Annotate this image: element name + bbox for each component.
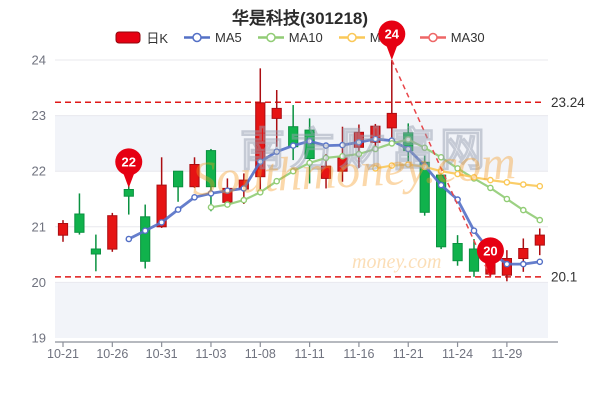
svg-text:20: 20 bbox=[483, 243, 497, 258]
y-tick-label: 19 bbox=[32, 331, 46, 346]
line-swatch-icon bbox=[257, 32, 284, 43]
y-tick-label: 20 bbox=[32, 275, 46, 290]
candle bbox=[205, 150, 217, 188]
max-min-trend-line bbox=[391, 59, 492, 278]
y-axis: 24 23 22 21 20 19 bbox=[32, 53, 46, 346]
candle bbox=[288, 126, 299, 148]
y-tick-label: 23 bbox=[32, 108, 46, 123]
candle bbox=[320, 165, 332, 179]
candle bbox=[156, 184, 167, 228]
legend-item-ma30[interactable]: MA30 bbox=[419, 30, 485, 45]
x-axis: 10-21 10-26 10-31 11-03 11-08 11-11 11-16 11-21… bbox=[47, 341, 558, 361]
svg-text:22: 22 bbox=[122, 154, 136, 169]
x-tick-label: 10-21 bbox=[47, 347, 79, 361]
candle bbox=[222, 187, 233, 203]
legend-item-ma5[interactable]: MA5 bbox=[184, 30, 242, 45]
chart-title: 华是科技(301218) bbox=[231, 9, 369, 28]
legend-label: 日K bbox=[146, 31, 169, 46]
legend-item-ma10[interactable]: MA10 bbox=[257, 30, 323, 45]
reference-line-label: 20.1 bbox=[551, 269, 577, 284]
line-swatch-icon bbox=[338, 32, 365, 43]
candle bbox=[57, 223, 69, 236]
candle bbox=[304, 129, 315, 160]
line-swatch-icon bbox=[184, 32, 211, 43]
plot-bands bbox=[55, 115, 548, 338]
marker-pin: 22 bbox=[115, 148, 143, 188]
candle bbox=[123, 189, 134, 197]
candle bbox=[173, 170, 184, 188]
x-tick-label: 10-26 bbox=[96, 347, 128, 361]
candle bbox=[370, 125, 381, 143]
svg-text:money.com: money.com bbox=[352, 251, 441, 273]
x-tick-label: 11-08 bbox=[245, 347, 276, 361]
candle bbox=[485, 256, 496, 275]
y-tick-label: 21 bbox=[32, 219, 46, 234]
line-swatch-icon bbox=[419, 32, 446, 43]
x-tick-label: 10-31 bbox=[146, 347, 178, 361]
candle bbox=[90, 248, 102, 255]
candle bbox=[74, 213, 85, 233]
candle bbox=[518, 248, 529, 259]
candle bbox=[436, 174, 447, 248]
grid-lines bbox=[55, 59, 548, 283]
ma20-line bbox=[372, 161, 544, 190]
legend-item-ma20[interactable]: MA20 bbox=[338, 30, 404, 45]
candle bbox=[107, 215, 118, 250]
candle-swatch-icon bbox=[115, 31, 141, 44]
reference-line-label: 23.24 bbox=[551, 95, 585, 110]
candle bbox=[189, 164, 200, 188]
candle bbox=[238, 179, 249, 190]
candle bbox=[468, 248, 480, 272]
ma10-line bbox=[207, 136, 544, 224]
candle bbox=[534, 234, 545, 246]
candle bbox=[255, 102, 266, 178]
candle bbox=[337, 157, 348, 172]
y-tick-label: 24 bbox=[32, 53, 46, 68]
legend-label: MA5 bbox=[215, 30, 242, 45]
legend-item-dayk[interactable]: 日K bbox=[115, 28, 168, 47]
chart-legend: 日K MA5 MA10 MA20 MA30 bbox=[0, 28, 600, 47]
x-tick-label: 11-21 bbox=[393, 347, 424, 361]
x-tick-label: 11-24 bbox=[442, 347, 473, 361]
candle bbox=[386, 112, 397, 129]
candle bbox=[501, 258, 512, 276]
candle bbox=[353, 131, 364, 148]
candle bbox=[140, 216, 151, 262]
y-tick-label: 22 bbox=[32, 164, 46, 179]
svg-text:南方财富网: 南方财富网 bbox=[240, 124, 490, 175]
ma5-line bbox=[125, 135, 544, 268]
svg-text:Southmoney.com: Southmoney.com bbox=[191, 136, 517, 206]
legend-label: MA20 bbox=[369, 30, 404, 45]
candle bbox=[271, 107, 282, 119]
candle bbox=[419, 161, 430, 213]
x-tick-label: 11-16 bbox=[343, 347, 374, 361]
legend-label: MA30 bbox=[450, 30, 485, 45]
legend-label: MA10 bbox=[288, 30, 323, 45]
candle bbox=[452, 243, 463, 262]
candle bbox=[403, 132, 414, 152]
x-tick-label: 11-29 bbox=[491, 347, 522, 361]
marker-pin: 20 bbox=[476, 237, 504, 277]
x-tick-label: 11-03 bbox=[195, 347, 226, 361]
candlestick-series bbox=[57, 60, 545, 282]
reference-lines: 23.24 20.1 bbox=[55, 95, 585, 284]
x-tick-label: 11-11 bbox=[295, 347, 325, 361]
